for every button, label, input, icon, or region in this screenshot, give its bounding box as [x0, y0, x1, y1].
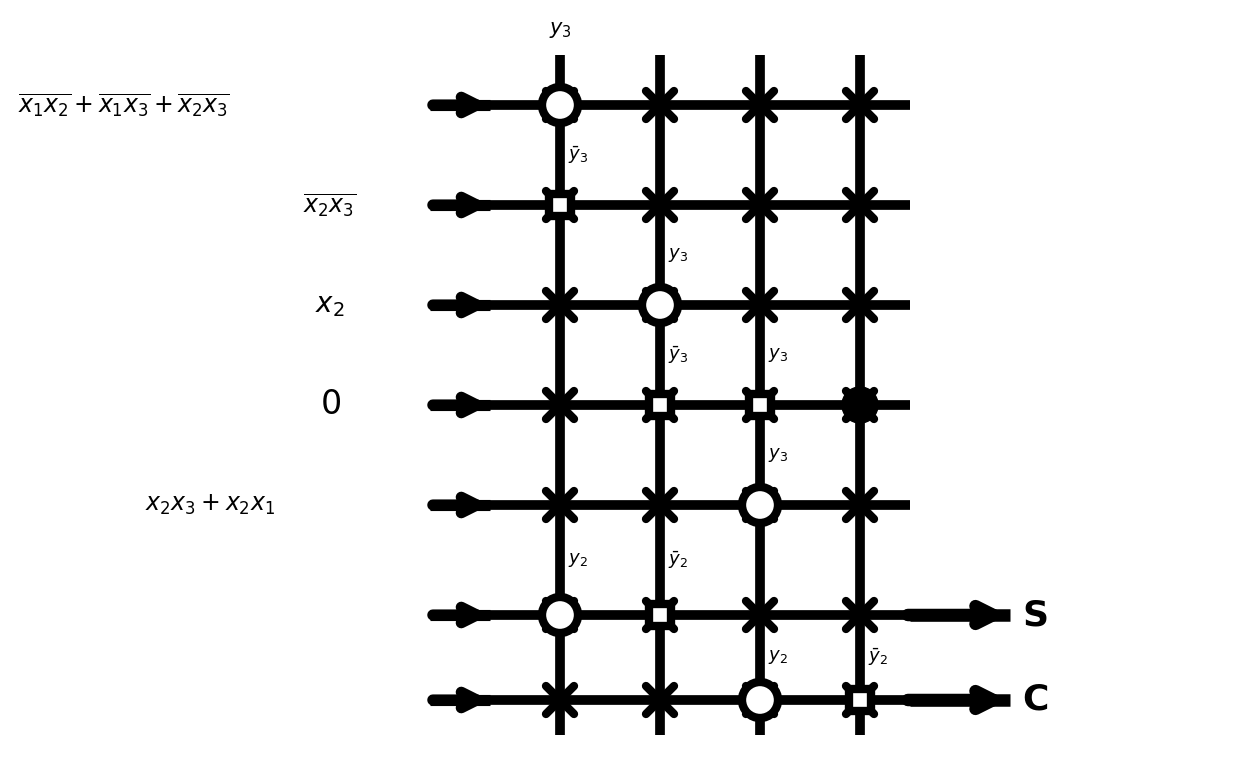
Text: $\bar{y}_2$: $\bar{y}_2$	[668, 549, 688, 571]
Text: $y_3$: $y_3$	[768, 346, 789, 364]
Bar	[549, 194, 570, 216]
Text: $\bar{y}_3$: $\bar{y}_3$	[668, 344, 688, 366]
Text: $\bar{y}_3$: $\bar{y}_3$	[568, 144, 588, 166]
Text: C: C	[1022, 683, 1048, 717]
Ellipse shape	[842, 387, 878, 423]
Text: $y_3$: $y_3$	[548, 20, 572, 40]
Bar	[849, 689, 870, 711]
Bar	[649, 604, 671, 626]
Text: $y_3$: $y_3$	[668, 246, 688, 264]
Text: $\bar{y}_2$: $\bar{y}_2$	[868, 646, 888, 668]
Text: $\overline{x_1x_2}+\overline{x_1x_3}+\overline{x_2x_3}$: $\overline{x_1x_2}+\overline{x_1x_3}+\ov…	[19, 92, 229, 119]
Text: S: S	[1022, 598, 1048, 632]
Bar	[749, 394, 771, 416]
Text: $0$: $0$	[320, 388, 341, 422]
Text: $\overline{x_2x_3}$: $\overline{x_2x_3}$	[304, 192, 357, 219]
Ellipse shape	[642, 287, 678, 323]
Text: $y_2$: $y_2$	[768, 649, 787, 666]
Ellipse shape	[542, 597, 578, 633]
Text: $x_2$: $x_2$	[315, 291, 345, 319]
Text: $x_2x_3+x_2x_1$: $x_2x_3+x_2x_1$	[145, 493, 275, 517]
Ellipse shape	[742, 682, 777, 718]
Ellipse shape	[542, 87, 578, 123]
Text: $y_3$: $y_3$	[768, 446, 789, 464]
Text: $y_2$: $y_2$	[568, 551, 588, 569]
Bar	[649, 394, 671, 416]
Ellipse shape	[742, 487, 777, 523]
